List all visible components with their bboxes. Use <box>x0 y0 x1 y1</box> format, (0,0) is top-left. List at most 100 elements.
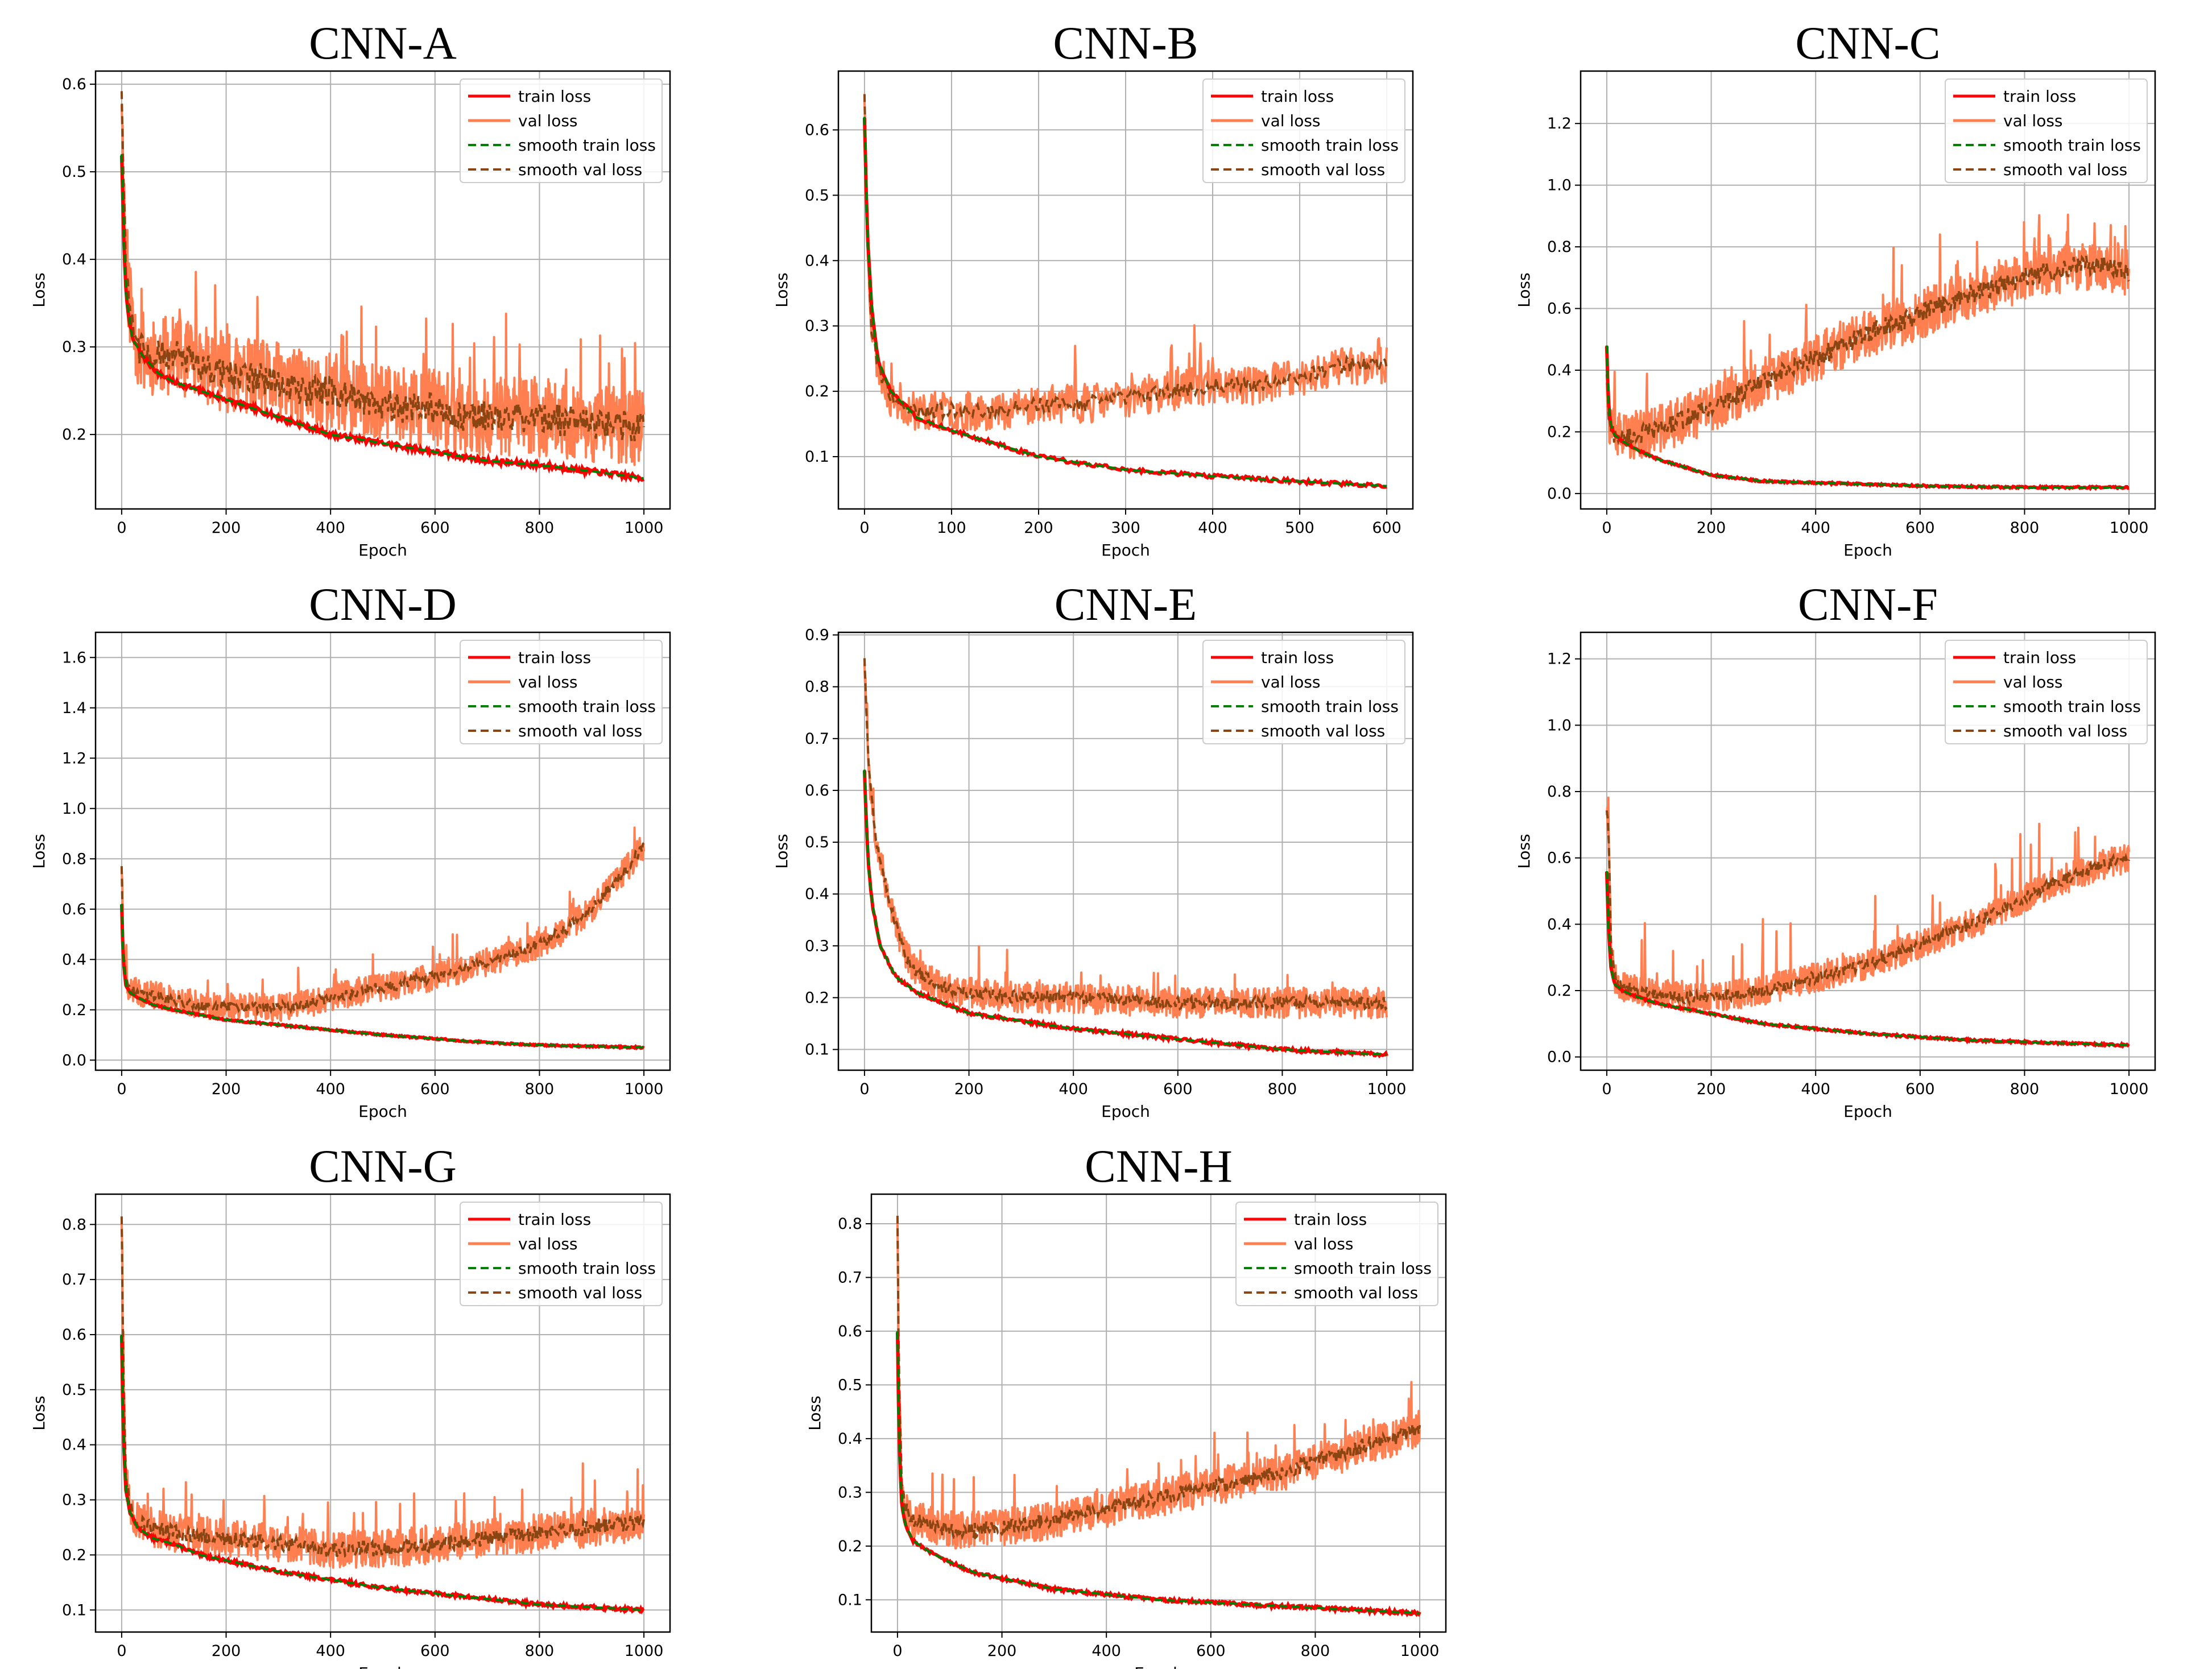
legend: train loss val loss smooth train loss smoot… <box>1202 78 1405 183</box>
series-smooth-val-loss <box>120 91 646 442</box>
legend-label: smooth train loss <box>518 136 656 155</box>
y-tick-label: 0.5 <box>62 1381 86 1399</box>
series-layer <box>862 658 1388 1059</box>
x-tick-label: 200 <box>954 1080 984 1098</box>
legend: train loss val loss smooth train loss smoot… <box>460 78 663 183</box>
series-smooth-val-loss <box>896 1215 1421 1540</box>
x-tick-label: 1000 <box>625 519 664 537</box>
series-smooth-train-loss <box>863 117 1387 487</box>
legend: train loss val loss smooth train loss smoot… <box>460 640 663 744</box>
y-tick-label: 0.3 <box>62 1492 86 1509</box>
y-tick-label: 0.2 <box>838 1538 862 1555</box>
y-tick-label: 0.6 <box>1547 850 1572 867</box>
legend-box <box>1202 78 1405 183</box>
series-smooth-val-loss <box>863 658 1388 1013</box>
legend-label: val loss <box>1294 1235 1354 1253</box>
legend-label: val loss <box>518 111 578 130</box>
series-smooth-val-loss <box>863 94 1388 423</box>
series-smooth-val-loss <box>1605 810 2130 1008</box>
y-tick-label: 0.6 <box>838 1323 862 1340</box>
chart-title: CNN-E <box>1055 578 1197 630</box>
x-tick-label: 800 <box>2010 519 2040 537</box>
y-tick-label: 0.4 <box>805 885 829 903</box>
y-tick-label: 0.5 <box>805 834 829 851</box>
x-tick-label: 800 <box>525 1642 555 1660</box>
x-tick-label: 0 <box>117 519 126 537</box>
axes-frame <box>1580 70 2156 510</box>
x-tick-label: 400 <box>1801 519 1830 537</box>
x-tick-label: 0 <box>859 1080 869 1098</box>
legend-box <box>1202 640 1405 744</box>
chart-panel-cnn-d: CNN-D 0 200 400 600 800 1000 0.0 0.2 0.4 0.6 0.8 1.0… <box>30 578 671 1121</box>
x-tick-label: 800 <box>1268 1080 1297 1098</box>
legend-label: train loss <box>518 648 591 667</box>
legend: train loss val loss smooth train loss smoot… <box>1235 1202 1438 1306</box>
chart-title: CNN-A <box>309 17 457 69</box>
x-tick-label: 500 <box>1285 519 1314 537</box>
legend-label: train loss <box>2003 87 2076 106</box>
x-tick-label: 600 <box>1372 519 1401 537</box>
series-layer <box>1605 213 2131 491</box>
x-tick-label: 600 <box>420 519 450 537</box>
y-tick-label: 0.1 <box>838 1591 862 1609</box>
y-tick-label: 1.2 <box>1547 115 1572 132</box>
x-tick-label: 100 <box>937 519 966 537</box>
chart-title: CNN-G <box>309 1140 457 1192</box>
x-axis-label: Epoch <box>1843 541 1892 560</box>
axes-frame <box>837 631 1414 1071</box>
y-axis-label: Loss <box>1515 834 1533 868</box>
legend: train loss val loss smooth train loss smoot… <box>1945 78 2148 183</box>
y-tick-label: 0.4 <box>62 951 86 968</box>
y-tick-label: 0.9 <box>805 627 829 644</box>
legend-box <box>1945 640 2148 744</box>
series-val-loss <box>863 101 1388 432</box>
x-tick-label: 600 <box>1163 1080 1193 1098</box>
legend-label: smooth train loss <box>518 697 656 716</box>
y-tick-label: 0.1 <box>805 1041 829 1059</box>
y-tick-label: 0.2 <box>1547 423 1572 441</box>
y-tick-label: 1.0 <box>1547 177 1572 194</box>
x-tick-label: 400 <box>1198 519 1227 537</box>
axes-frame <box>94 631 671 1071</box>
series-train-loss <box>119 904 645 1051</box>
x-tick-label: 600 <box>420 1642 450 1660</box>
legend-label: smooth train loss <box>1261 697 1399 716</box>
y-tick-label: 0.4 <box>838 1430 862 1448</box>
x-axis-label: Epoch <box>1101 1102 1150 1121</box>
chart-panel-cnn-h: CNN-H 0 200 400 600 800 1000 0.1 0.2 0.3 0.4 0.5 0.6… <box>805 1140 1447 1669</box>
y-tick-label: 0.6 <box>62 1326 86 1344</box>
x-tick-label: 800 <box>1301 1642 1330 1660</box>
y-tick-label: 1.6 <box>62 649 86 666</box>
legend-label: train loss <box>1294 1210 1367 1229</box>
legend-label: smooth val loss <box>518 1283 642 1302</box>
x-tick-label: 0 <box>1602 1080 1611 1098</box>
x-tick-label: 200 <box>1697 1080 1726 1098</box>
y-tick-label: 0.6 <box>1547 300 1572 318</box>
x-axis-label: Epoch <box>358 1102 407 1121</box>
y-tick-label: 0.7 <box>838 1269 862 1286</box>
y-tick-label: 0.3 <box>805 317 829 335</box>
chart-panel-cnn-f: CNN-F 0 200 400 600 800 1000 0.0 0.2 0.4 0.6 0.8 1.0… <box>1515 578 2156 1121</box>
chart-title: CNN-F <box>1798 578 1938 630</box>
chart-title: CNN-H <box>1085 1140 1233 1192</box>
x-tick-label: 800 <box>2010 1080 2040 1098</box>
x-axis-label: Epoch <box>1101 541 1150 560</box>
series-val-loss <box>120 1222 646 1569</box>
axes-frame <box>1580 631 2156 1071</box>
chart-panel-cnn-a: CNN-A 0 200 400 600 800 1000 0.2 0.3 0.4 0.5 0.6 Epo… <box>30 17 671 560</box>
x-tick-label: 1000 <box>2110 1080 2149 1098</box>
legend-box <box>1945 78 2148 183</box>
axes-frame <box>94 1193 671 1633</box>
x-tick-label: 200 <box>1697 519 1726 537</box>
legend-label: val loss <box>2003 111 2063 130</box>
chart-panel-cnn-g: CNN-G 0 200 400 600 800 1000 0.1 0.2 0.3 0.4 0.5 0.6… <box>30 1140 671 1669</box>
series-train-loss <box>119 1335 645 1615</box>
y-tick-label: 0.4 <box>1547 362 1572 379</box>
y-axis-label: Loss <box>1515 272 1533 307</box>
y-tick-label: 0.2 <box>62 1546 86 1564</box>
legend-label: val loss <box>518 673 578 691</box>
x-tick-label: 1000 <box>625 1642 664 1660</box>
x-tick-label: 1000 <box>1400 1642 1440 1660</box>
y-axis-label: Loss <box>30 834 48 868</box>
x-tick-label: 200 <box>212 519 241 537</box>
